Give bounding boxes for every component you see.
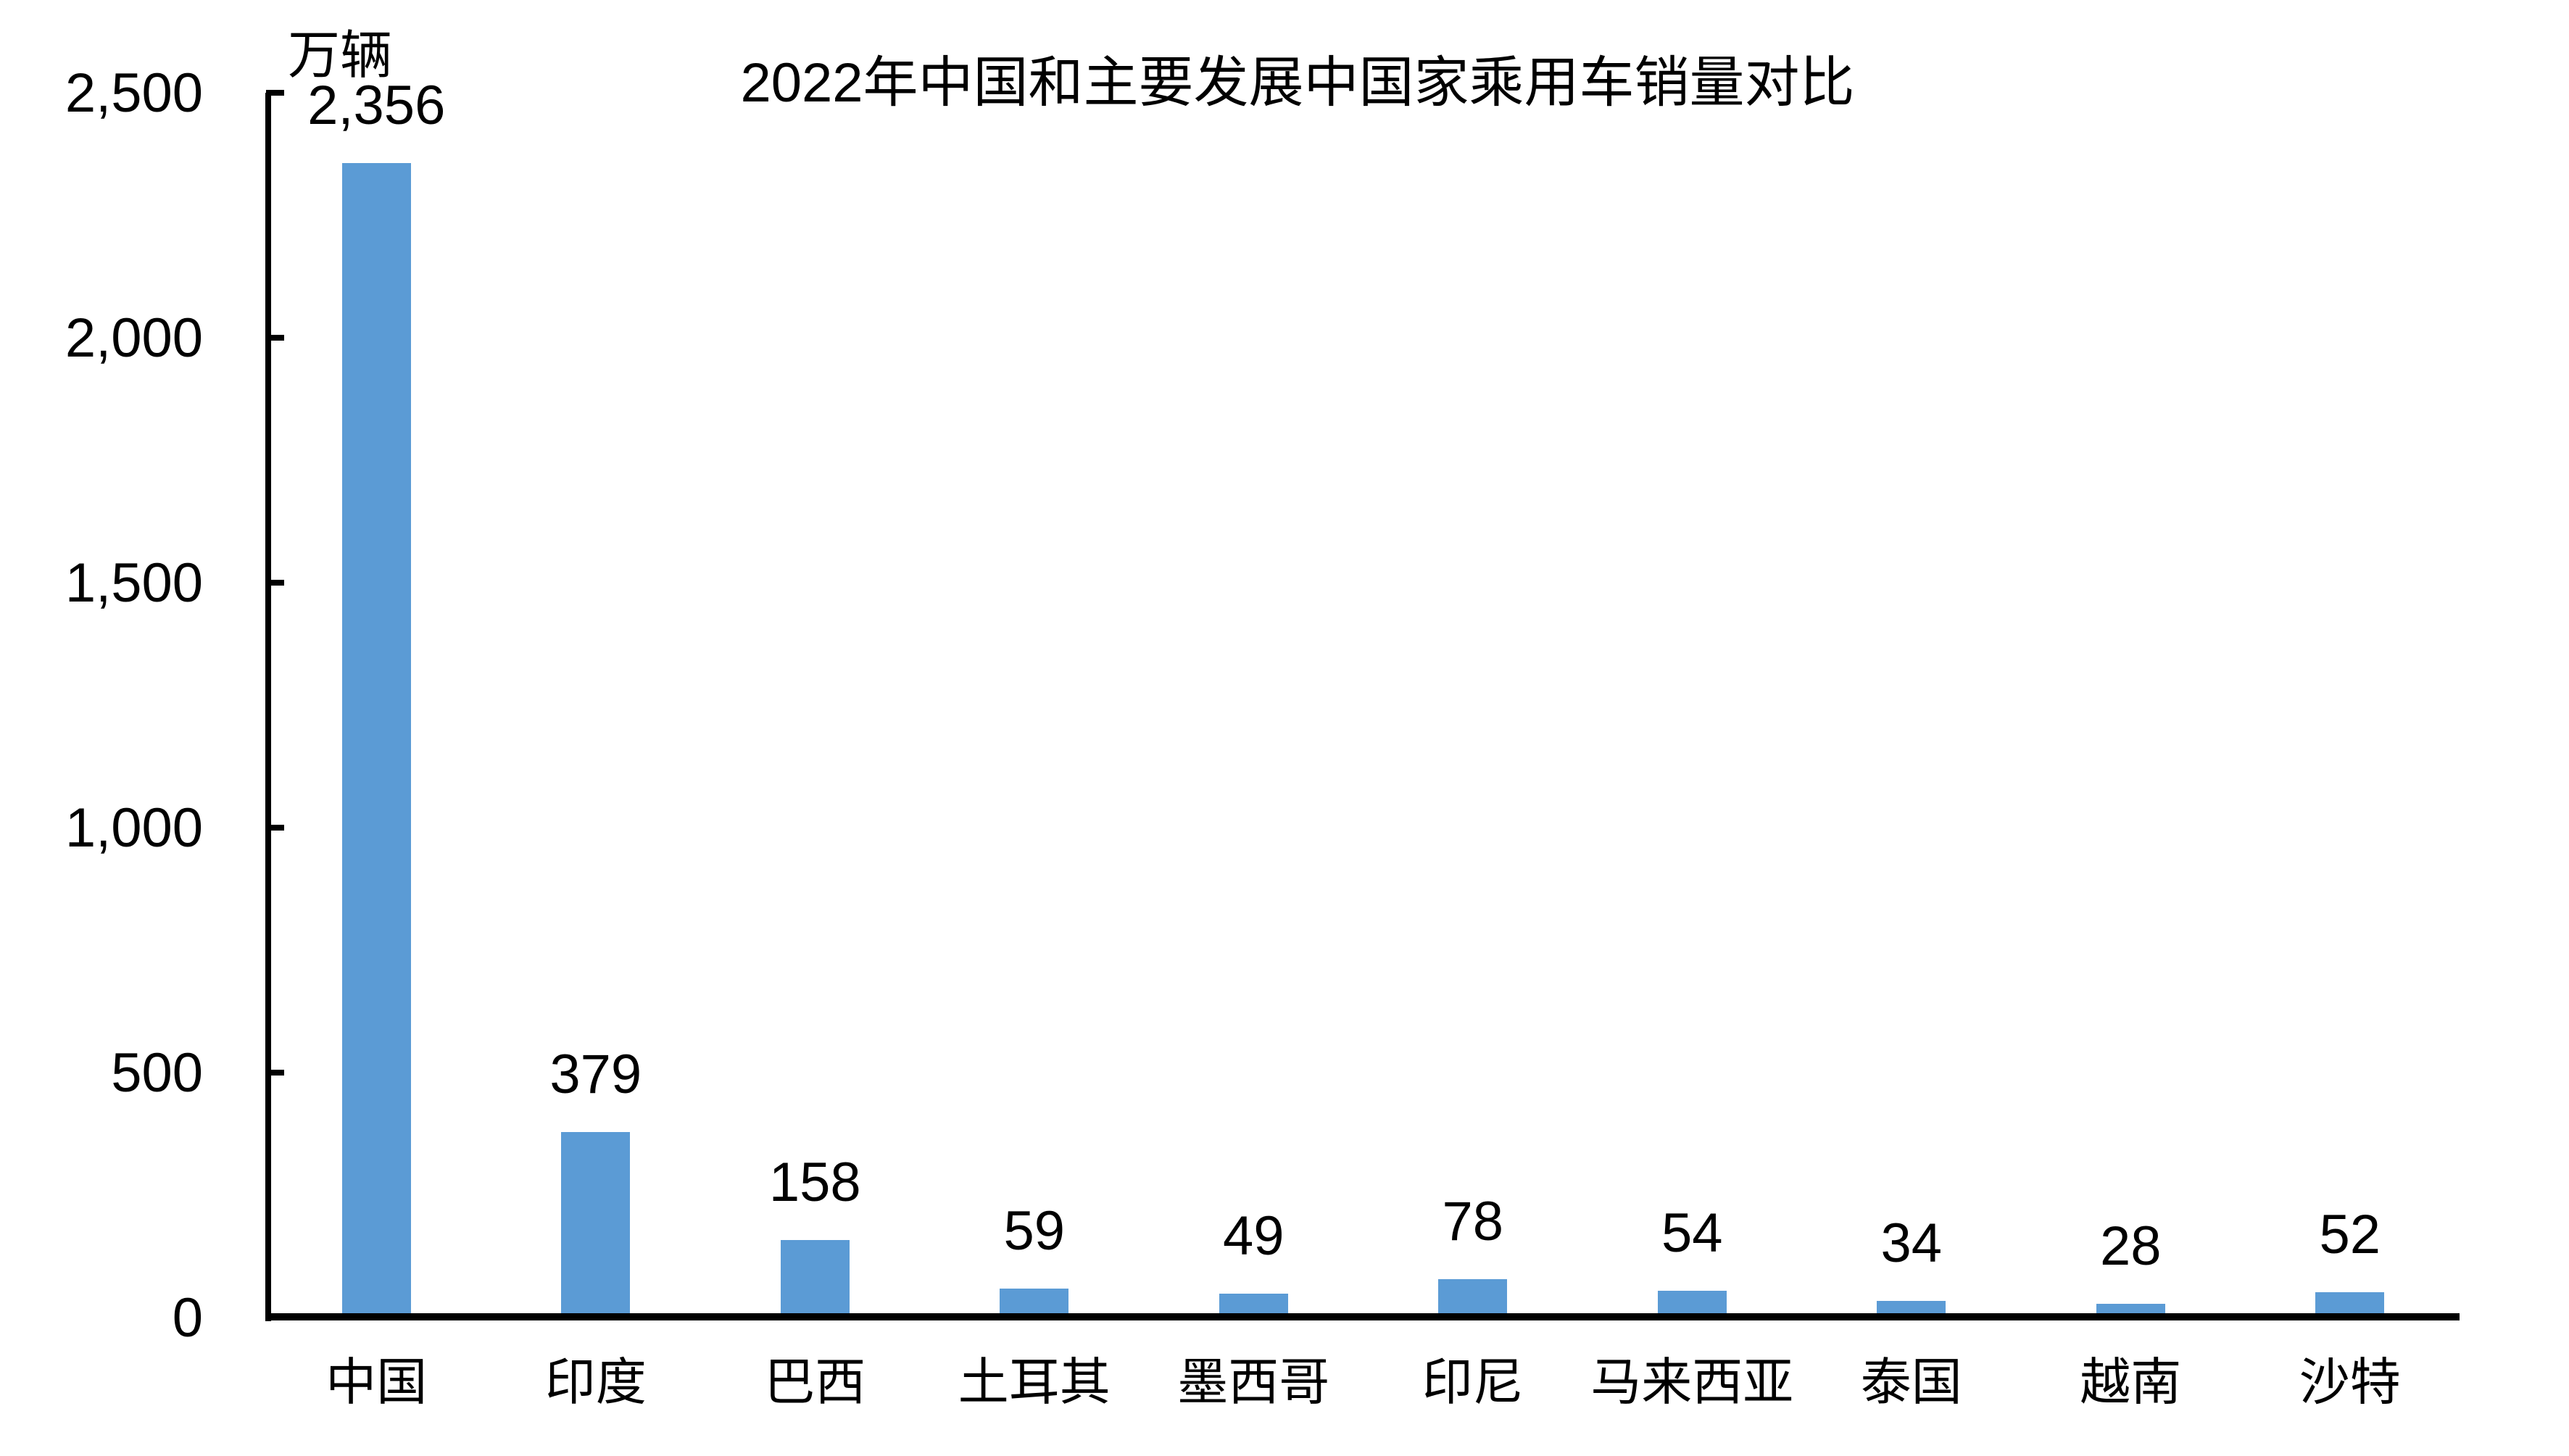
bar-value-label: 158 (768, 1152, 861, 1214)
y-axis-tick-mark (266, 335, 284, 341)
category-label: 马来西亚 (1590, 1354, 1794, 1410)
bar-value-label: 379 (549, 1043, 642, 1105)
bar (561, 1131, 631, 1320)
bar-value-label: 52 (2319, 1203, 2381, 1265)
category-label: 泰国 (1860, 1354, 1962, 1410)
y-tick-label: 0 (172, 1287, 203, 1349)
bar-value-label: 59 (1003, 1200, 1066, 1262)
y-tick-label: 500 (111, 1042, 203, 1104)
bar-value-label: 49 (1222, 1205, 1284, 1267)
category-label: 墨西哥 (1177, 1354, 1330, 1410)
bar-value-label: 78 (1442, 1191, 1504, 1253)
bar-value-label: 2,356 (307, 75, 446, 137)
category-label: 印度 (544, 1354, 647, 1410)
x-axis-line (265, 1313, 2460, 1320)
category-label: 沙特 (2299, 1354, 2401, 1410)
category-label: 巴西 (764, 1354, 866, 1410)
y-tick-label: 2,500 (65, 62, 203, 124)
y-axis-tick-mark (266, 825, 284, 831)
y-axis-tick-mark (266, 580, 284, 586)
category-label: 印尼 (1422, 1354, 1524, 1410)
y-axis-tick-mark (266, 1070, 284, 1076)
bar-value-label: 28 (2099, 1215, 2162, 1278)
y-tick-label: 2,000 (65, 307, 203, 369)
bar-value-label: 34 (1880, 1212, 1943, 1275)
category-label: 中国 (325, 1354, 428, 1410)
bar-value-label: 54 (1661, 1202, 1723, 1265)
bar (780, 1240, 850, 1320)
y-axis-unit-label: 万辆 (288, 27, 393, 85)
chart-title: 2022年中国和主要发展中国家乘用车销量对比 (740, 52, 1855, 114)
y-tick-label: 1,000 (65, 797, 203, 859)
category-label: 土耳其 (958, 1354, 1111, 1410)
y-axis-tick-mark (266, 1315, 284, 1320)
y-tick-label: 1,500 (65, 552, 203, 614)
y-axis-line (265, 93, 271, 1321)
category-label: 越南 (2080, 1354, 2182, 1410)
bar (341, 163, 411, 1320)
y-axis-tick-mark (266, 90, 284, 96)
